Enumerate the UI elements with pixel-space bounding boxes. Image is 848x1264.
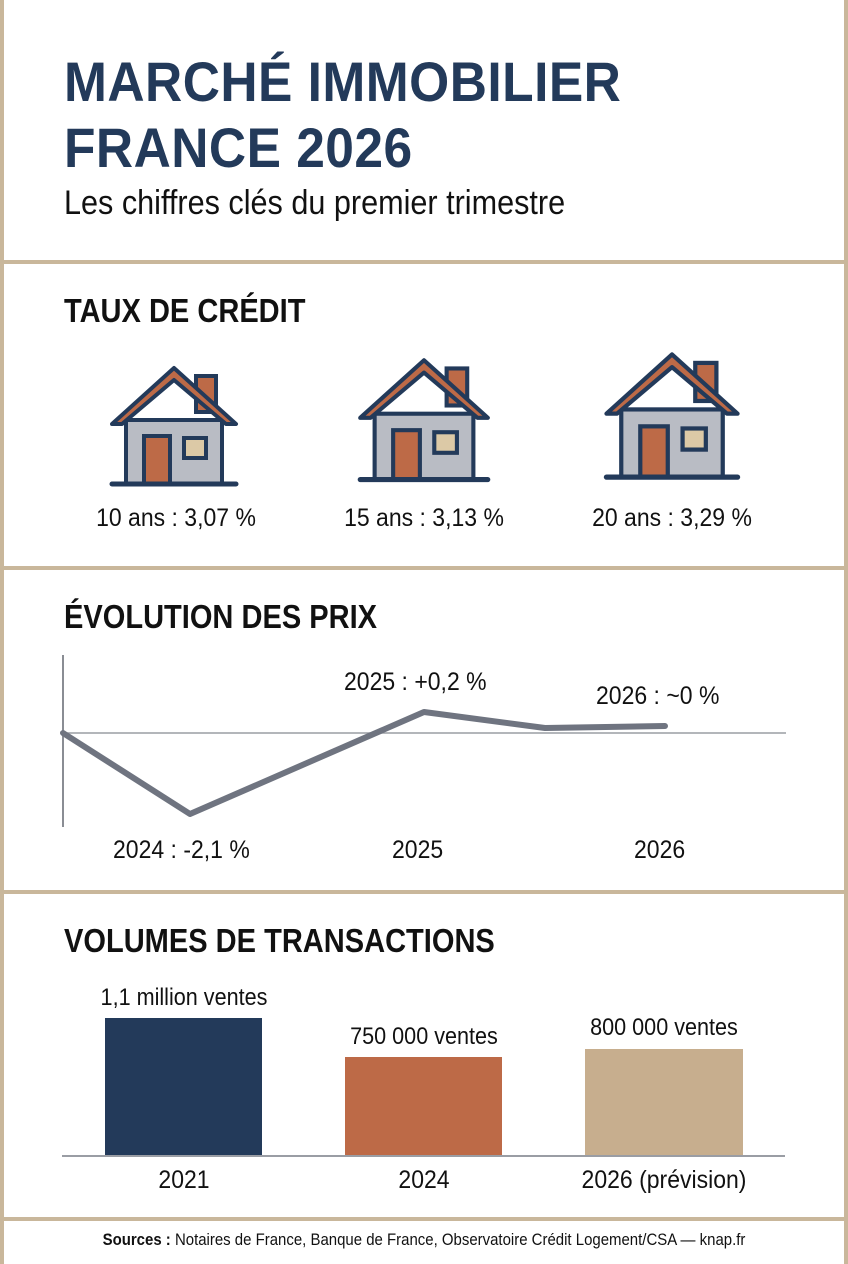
bar-category-2024: 2024 — [398, 1166, 450, 1194]
sources-text: Notaires de France, Banque de France, Ob… — [170, 1230, 746, 1249]
title-line-1: MARCHÉ IMMOBILIER — [64, 50, 622, 113]
section-divider — [0, 566, 848, 570]
title-line-2: FRANCE 2026 — [64, 116, 413, 179]
annotation-2025: 2025 : +0,2 % — [344, 668, 487, 696]
credit-rates-heading: TAUX DE CRÉDIT — [64, 292, 306, 329]
bar-2021 — [105, 1018, 262, 1156]
sources-label: Sources : — [102, 1230, 171, 1249]
house-icon — [603, 352, 741, 480]
price-line — [60, 709, 668, 817]
annotation-2024: 2024 : -2,1 % — [113, 836, 250, 864]
annotation-2026: 2026 : ~0 % — [596, 682, 720, 710]
bar-category-2026: 2026 (prévision) — [581, 1166, 747, 1194]
house-icon — [357, 358, 491, 483]
page-subtitle: Les chiffres clés du premier trimestre — [64, 184, 566, 222]
transactions-heading: VOLUMES DE TRANSACTIONS — [64, 922, 495, 959]
section-divider — [0, 260, 848, 264]
price-evolution-heading: ÉVOLUTION DES PRIX — [64, 598, 378, 635]
bar-2024 — [345, 1057, 502, 1156]
page-title: MARCHÉ IMMOBILIER FRANCE 2026 — [64, 52, 621, 178]
bar-2026 — [585, 1049, 743, 1156]
bar-category-2021: 2021 — [158, 1166, 210, 1194]
house-icon — [109, 366, 239, 487]
credit-rate-20y: 20 ans : 3,29 % — [592, 504, 752, 532]
section-divider — [0, 1217, 848, 1221]
bar-value-2024: 750 000 ventes — [350, 1023, 498, 1050]
section-divider — [0, 890, 848, 894]
x-label-2025: 2025 — [392, 836, 444, 864]
credit-rate-10y: 10 ans : 3,07 % — [96, 504, 256, 532]
bar-baseline — [62, 1155, 785, 1157]
x-label-2026: 2026 — [634, 836, 686, 864]
bar-value-2026: 800 000 ventes — [590, 1014, 738, 1041]
credit-rate-15y: 15 ans : 3,13 % — [344, 504, 504, 532]
bar-value-2021: 1,1 million ventes — [100, 984, 268, 1011]
sources-footer: Sources : Notaires de France, Banque de … — [51, 1230, 797, 1250]
